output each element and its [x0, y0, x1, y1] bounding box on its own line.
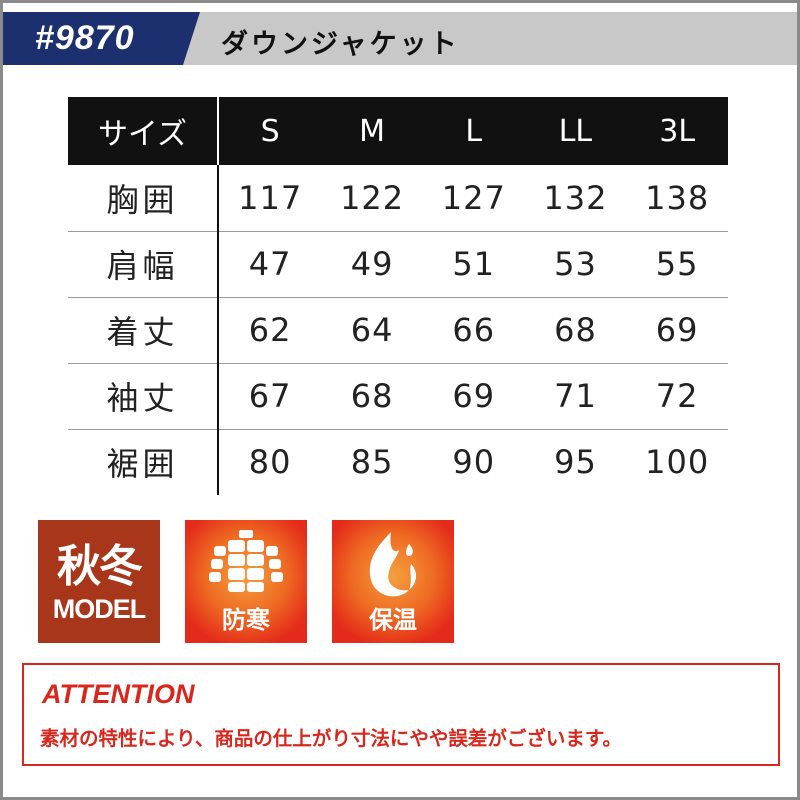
table-header-row: サイズ S M L LL 3L — [68, 97, 728, 165]
autumn-winter-model-badge: 秋冬 MODEL — [38, 520, 160, 643]
attention-box: ATTENTION 素材の特性により、商品の仕上がり寸法にやや誤差がございます。 — [22, 663, 780, 766]
cell-value: 127 — [422, 165, 525, 232]
badge-label: 保温 — [369, 606, 417, 634]
column-header: LL — [524, 97, 627, 165]
badge-subtitle: MODEL — [52, 594, 147, 624]
row-label: 袖丈 — [68, 363, 219, 430]
column-header: M — [321, 97, 423, 165]
cell-value: 47 — [218, 231, 322, 298]
cell-value: 68 — [321, 363, 423, 430]
column-header: L — [422, 97, 525, 165]
cell-value: 132 — [524, 165, 627, 232]
table-row: 袖丈 67 68 69 71 72 — [68, 363, 728, 430]
row-label: 着丈 — [68, 297, 219, 364]
row-label: 胸囲 — [68, 165, 219, 232]
cell-value: 53 — [524, 231, 627, 298]
product-code-block — [3, 12, 200, 65]
cell-value: 138 — [626, 165, 728, 232]
cell-value: 95 — [554, 443, 597, 482]
product-title: ダウンジャケット — [221, 29, 460, 60]
badge-label: 防寒 — [222, 606, 270, 634]
cold-protection-badge: 防寒 — [185, 520, 307, 643]
table-row: 肩幅 47 49 51 53 55 — [68, 231, 728, 298]
cell-value: 80 — [248, 443, 292, 482]
cell-value: 67 — [218, 363, 322, 430]
cell-value: 72 — [626, 363, 728, 430]
cell-value: 117 — [218, 165, 322, 232]
size-table: サイズ S M L LL 3L 胸囲 117 122 127 132 138 肩幅 47 49 5… — [68, 97, 728, 495]
cell-value: 90 — [452, 443, 496, 482]
cell-value: 64 — [321, 297, 423, 364]
cell-value: 71 — [524, 363, 627, 430]
cell-value: 100 — [645, 443, 710, 482]
column-header: S — [218, 97, 322, 165]
attention-text: 素材の特性により、商品の仕上がり寸法にやや誤差がございます。 — [40, 727, 622, 750]
product-code: #9870 — [35, 19, 135, 57]
column-header: 3L — [626, 97, 728, 165]
cell-value: 66 — [422, 297, 525, 364]
table-row: 胸囲 117 122 127 132 138 — [68, 165, 728, 232]
down-jacket-icon — [209, 530, 283, 592]
heat-retention-badge: 保温 — [332, 520, 454, 643]
flame-icon — [369, 532, 417, 597]
cell-value: 69 — [626, 297, 728, 364]
cell-value: 62 — [218, 297, 322, 364]
column-header: サイズ — [68, 97, 219, 165]
cell-value: 69 — [422, 363, 525, 430]
header-band: #9870 ダウンジャケット — [3, 12, 797, 65]
cell-value: 49 — [321, 231, 423, 298]
row-label: 肩幅 — [68, 231, 219, 298]
cell-value: 122 — [321, 165, 423, 232]
badge-title: 秋冬 — [57, 541, 143, 592]
attention-title: ATTENTION — [42, 679, 195, 709]
cell-value: 51 — [422, 231, 525, 298]
table-row: 着丈 62 64 66 68 69 — [68, 297, 728, 364]
cell-value: 68 — [524, 297, 627, 364]
row-label: 裾囲 — [68, 429, 219, 495]
cell-value: 85 — [350, 443, 394, 482]
cell-value: 55 — [626, 231, 728, 298]
table-row: 裾囲 80 85 90 95 100 — [68, 429, 728, 495]
